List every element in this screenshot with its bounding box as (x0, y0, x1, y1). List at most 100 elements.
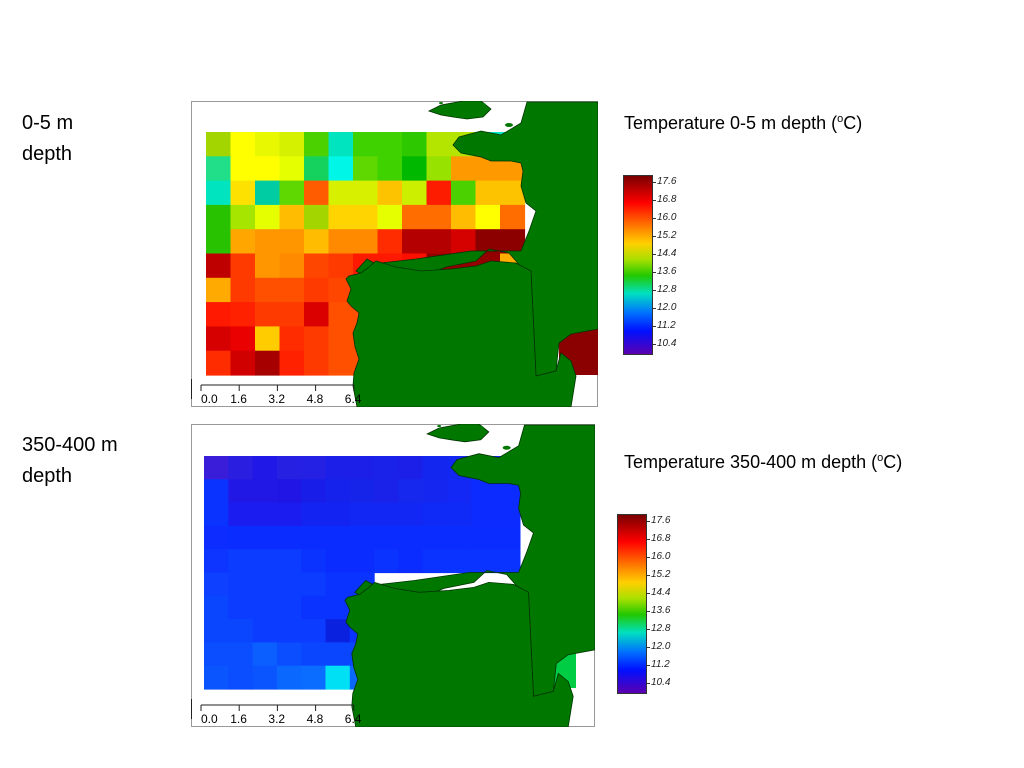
grid-cell (349, 549, 375, 574)
grid-cell (279, 253, 305, 279)
grid-cell (304, 180, 330, 206)
grid-cell (325, 642, 351, 667)
grid-cell (304, 229, 330, 255)
grid-cell (301, 502, 327, 527)
iberia-landmass (345, 260, 577, 407)
scale-bar: 0.0 1.6 3.2 4.8 6.4 (191, 699, 362, 726)
island (505, 123, 513, 127)
scale-label: 0.0 (201, 712, 218, 726)
colorbar-tick-label: 16.8 (645, 533, 671, 544)
depth-label-bottom: 350-400 m depth (22, 434, 118, 487)
grid-cell (304, 253, 330, 279)
grid-cell (206, 350, 232, 376)
scale-label: 6.4 (345, 392, 362, 406)
grid-cell (325, 456, 351, 480)
scale-label: 1.6 (230, 392, 247, 406)
grid-cell (276, 665, 302, 690)
grid-cell (206, 253, 232, 279)
grid-cell (374, 502, 399, 527)
colorbar-tick-label: 16.8 (651, 194, 677, 205)
grid-cell (402, 229, 428, 255)
grid-cell (402, 180, 428, 206)
grid-cell (279, 204, 305, 230)
grid-cell (500, 229, 526, 255)
grid-cell (252, 456, 278, 480)
grid-cell (255, 253, 281, 279)
grid-cell (204, 479, 229, 504)
grid-cell (328, 204, 354, 230)
grid-cell (276, 502, 302, 527)
grid-cell (252, 572, 278, 597)
grid-cell (325, 479, 351, 504)
grid-cell (328, 302, 354, 327)
grid-cell (204, 572, 229, 597)
grid-cell (301, 595, 327, 620)
colorbar-tick-label: 13.6 (651, 266, 677, 277)
grid-cell (301, 479, 327, 504)
grid-cell (255, 302, 281, 327)
colorbar-tick-label: 17.6 (645, 515, 671, 526)
grid-cell (377, 132, 403, 157)
grid-cell (475, 180, 501, 206)
grid-cell (276, 549, 302, 574)
colorbar-bottom (617, 514, 647, 694)
grid-cell (204, 549, 229, 574)
grid-cell (426, 204, 452, 230)
map-bottom[interactable]: 0.0 1.6 3.2 4.8 6.4 (191, 424, 595, 727)
colorbar-tick-label: 13.6 (645, 605, 671, 616)
grid-cell (325, 572, 351, 597)
colorbar-tick-label: 12.0 (645, 641, 671, 652)
scale-bar: 0.0 1.6 3.2 4.8 6.4 (191, 379, 362, 406)
grid-cell (228, 549, 254, 574)
grid-cell (353, 229, 379, 255)
grid-cell (301, 549, 327, 574)
grid-cell (349, 456, 375, 480)
grid-cell (206, 229, 232, 255)
grid-cell (377, 156, 403, 182)
grid-cell (304, 350, 330, 376)
colorbar-tick-label: 12.0 (651, 302, 677, 313)
grid-cell (328, 156, 354, 182)
colorbar-tick-label: 17.6 (651, 176, 677, 187)
grid-cell (325, 619, 351, 643)
grid-cell (471, 479, 497, 504)
grid-cell (325, 502, 351, 527)
grid-cell (228, 642, 254, 667)
grid-cell (471, 525, 497, 550)
grid-cell (204, 665, 229, 690)
grid-cell (426, 180, 452, 206)
grid-cell (398, 502, 424, 527)
grid-cell (276, 619, 302, 643)
grid-cell (447, 525, 472, 550)
grid-cell (279, 132, 305, 157)
grid-cell (255, 326, 281, 352)
map-top[interactable]: 0.0 1.6 3.2 4.8 6.4 (191, 101, 598, 407)
grid-cell (230, 229, 256, 255)
grid-cell (422, 456, 448, 480)
grid-cell (255, 277, 281, 303)
grid-cell (451, 156, 477, 182)
grid-cell (276, 572, 302, 597)
grid-cell (495, 502, 521, 527)
grid-cell (252, 549, 278, 574)
grid-cell (276, 479, 302, 504)
grid-cell (402, 132, 428, 157)
grid-cell (471, 549, 497, 574)
scale-label: 1.6 (230, 712, 247, 726)
grid-cell (451, 180, 477, 206)
grid-cell (304, 277, 330, 303)
grid-cell (230, 132, 256, 157)
depth-label-top: 0-5 m depth (22, 112, 74, 165)
scale-label: 3.2 (268, 712, 285, 726)
grid-cell (328, 132, 354, 157)
grid-cell (426, 132, 452, 157)
grid-cell (451, 204, 477, 230)
grid-cell (398, 456, 424, 480)
grid-cell (398, 525, 424, 550)
island (437, 424, 442, 427)
colorbar-tick-label: 10.4 (645, 677, 671, 688)
grid-cell (230, 156, 256, 182)
grid-cell (204, 502, 229, 527)
grid-cell (422, 525, 448, 550)
scale-label: 4.8 (307, 712, 324, 726)
